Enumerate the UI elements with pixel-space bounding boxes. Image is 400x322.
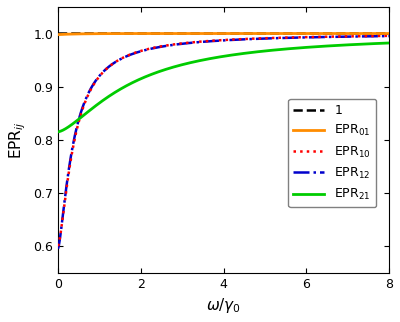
Y-axis label: EPR$_{ij}$: EPR$_{ij}$ bbox=[7, 121, 28, 158]
EPR$_{10}$ bbox=[387, 34, 392, 38]
Line: EPR$_{21}$: EPR$_{21}$ bbox=[58, 43, 389, 132]
1 bbox=[377, 32, 382, 35]
EPR$_{21}$ bbox=[56, 130, 60, 134]
EPR$_{21}$ bbox=[216, 55, 221, 59]
EPR$_{12}$ bbox=[316, 35, 321, 39]
EPR$_{21}$ bbox=[316, 45, 321, 49]
EPR$_{01}$ bbox=[56, 33, 60, 36]
Line: EPR$_{01}$: EPR$_{01}$ bbox=[58, 33, 389, 34]
EPR$_{01}$ bbox=[377, 32, 382, 35]
EPR$_{10}$ bbox=[216, 38, 221, 42]
1 bbox=[316, 32, 321, 35]
EPR$_{01}$ bbox=[208, 32, 212, 35]
EPR$_{12}$ bbox=[216, 39, 221, 43]
EPR$_{01}$ bbox=[316, 32, 321, 35]
EPR$_{12}$ bbox=[377, 34, 382, 38]
EPR$_{21}$ bbox=[387, 41, 392, 45]
Line: EPR$_{12}$: EPR$_{12}$ bbox=[58, 36, 389, 249]
EPR$_{21}$ bbox=[377, 42, 382, 45]
1 bbox=[208, 32, 212, 35]
Line: EPR$_{10}$: EPR$_{10}$ bbox=[58, 36, 389, 246]
EPR$_{01}$ bbox=[387, 32, 392, 35]
EPR$_{01}$ bbox=[216, 32, 221, 35]
EPR$_{12}$ bbox=[377, 34, 382, 38]
EPR$_{12}$ bbox=[56, 247, 60, 251]
EPR$_{12}$ bbox=[208, 39, 212, 43]
EPR$_{12}$ bbox=[72, 133, 77, 137]
EPR$_{21}$ bbox=[72, 120, 77, 124]
1 bbox=[216, 32, 221, 35]
EPR$_{10}$ bbox=[72, 136, 77, 140]
EPR$_{10}$ bbox=[208, 39, 212, 43]
EPR$_{21}$ bbox=[377, 42, 382, 45]
EPR$_{01}$ bbox=[72, 32, 77, 36]
EPR$_{10}$ bbox=[377, 34, 382, 38]
EPR$_{10}$ bbox=[316, 35, 321, 39]
1 bbox=[56, 32, 60, 35]
EPR$_{10}$ bbox=[377, 34, 382, 38]
EPR$_{21}$ bbox=[208, 57, 212, 61]
EPR$_{10}$ bbox=[56, 244, 60, 248]
EPR$_{01}$ bbox=[377, 32, 382, 35]
X-axis label: $\omega/\gamma_0$: $\omega/\gamma_0$ bbox=[206, 296, 241, 315]
Legend: 1, EPR$_{01}$, EPR$_{10}$, EPR$_{12}$, EPR$_{21}$: 1, EPR$_{01}$, EPR$_{10}$, EPR$_{12}$, E… bbox=[288, 99, 376, 207]
EPR$_{12}$ bbox=[387, 34, 392, 38]
1 bbox=[377, 32, 382, 35]
1 bbox=[387, 32, 392, 35]
1 bbox=[72, 32, 77, 35]
